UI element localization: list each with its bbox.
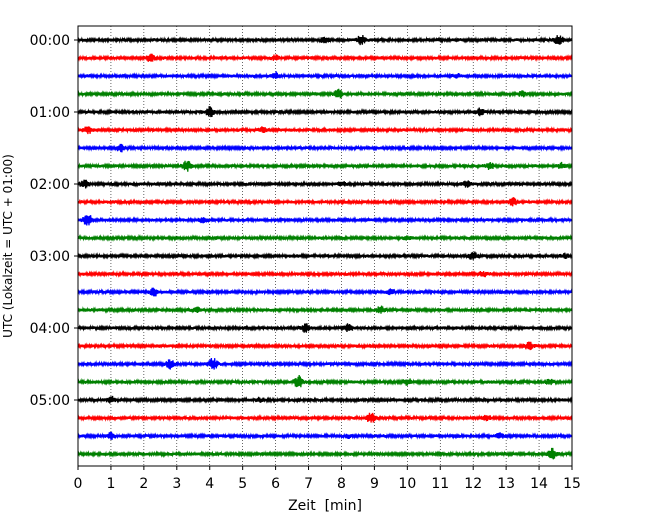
x-tick-label: 11 bbox=[431, 476, 449, 492]
trace-line bbox=[77, 197, 573, 207]
trace-line bbox=[77, 287, 573, 297]
x-tick-label: 14 bbox=[530, 476, 548, 492]
x-tick-label: 3 bbox=[172, 476, 181, 492]
x-tick-label: 12 bbox=[464, 476, 482, 492]
x-axis-label: Zeit [min] bbox=[288, 498, 362, 514]
x-tick-label: 9 bbox=[370, 476, 379, 492]
trace-line bbox=[77, 35, 573, 46]
trace-line bbox=[77, 412, 573, 423]
trace-line bbox=[77, 447, 573, 460]
trace-line bbox=[77, 323, 573, 333]
trace-line bbox=[77, 215, 573, 226]
y-tick-label: 04:00 bbox=[30, 321, 70, 337]
vertical-gridlines bbox=[110, 26, 540, 466]
trace-line bbox=[77, 106, 573, 118]
x-tick-label: 1 bbox=[106, 476, 115, 492]
trace-line bbox=[77, 160, 573, 172]
x-tick-label: 0 bbox=[74, 476, 83, 492]
trace-line bbox=[77, 375, 573, 388]
trace-line bbox=[77, 431, 573, 441]
x-tick-label: 2 bbox=[139, 476, 148, 492]
trace-line bbox=[77, 71, 573, 80]
x-tick-label: 15 bbox=[563, 476, 581, 492]
trace-line bbox=[77, 395, 573, 404]
x-ticks: 0 1 2 3 4 5 6 7 8 9 10 11 12 13 14 15 bbox=[74, 466, 581, 492]
trace-group bbox=[77, 35, 573, 460]
x-tick-label: 10 bbox=[398, 476, 416, 492]
x-tick-label: 8 bbox=[337, 476, 346, 492]
x-tick-label: 13 bbox=[497, 476, 515, 492]
y-axis-label: UTC (Lokalzeit = UTC + 01:00) bbox=[1, 154, 15, 338]
x-tick-label: 6 bbox=[271, 476, 280, 492]
y-tick-label: 02:00 bbox=[30, 177, 70, 193]
trace-line bbox=[77, 53, 573, 62]
trace-line bbox=[77, 270, 573, 279]
trace-line bbox=[77, 233, 573, 243]
x-tick-label: 5 bbox=[238, 476, 247, 492]
y-tick-label: 00:00 bbox=[30, 33, 70, 49]
trace-line bbox=[77, 125, 573, 135]
trace-line bbox=[77, 88, 573, 99]
y-ticks: 00:00 01:00 02:00 03:00 04:00 05:00 bbox=[30, 33, 78, 409]
x-tick-label: 7 bbox=[304, 476, 313, 492]
trace-line bbox=[77, 143, 573, 153]
x-tick-label: 4 bbox=[205, 476, 214, 492]
y-tick-label: 03:00 bbox=[30, 249, 70, 265]
trace-line bbox=[77, 305, 573, 315]
trace-line bbox=[77, 179, 573, 189]
trace-line bbox=[77, 341, 573, 351]
y-tick-label: 01:00 bbox=[30, 105, 70, 121]
plot-frame bbox=[77, 25, 573, 467]
trace-line bbox=[77, 357, 573, 370]
y-tick-label: 05:00 bbox=[30, 393, 70, 409]
trace-line bbox=[77, 251, 573, 261]
